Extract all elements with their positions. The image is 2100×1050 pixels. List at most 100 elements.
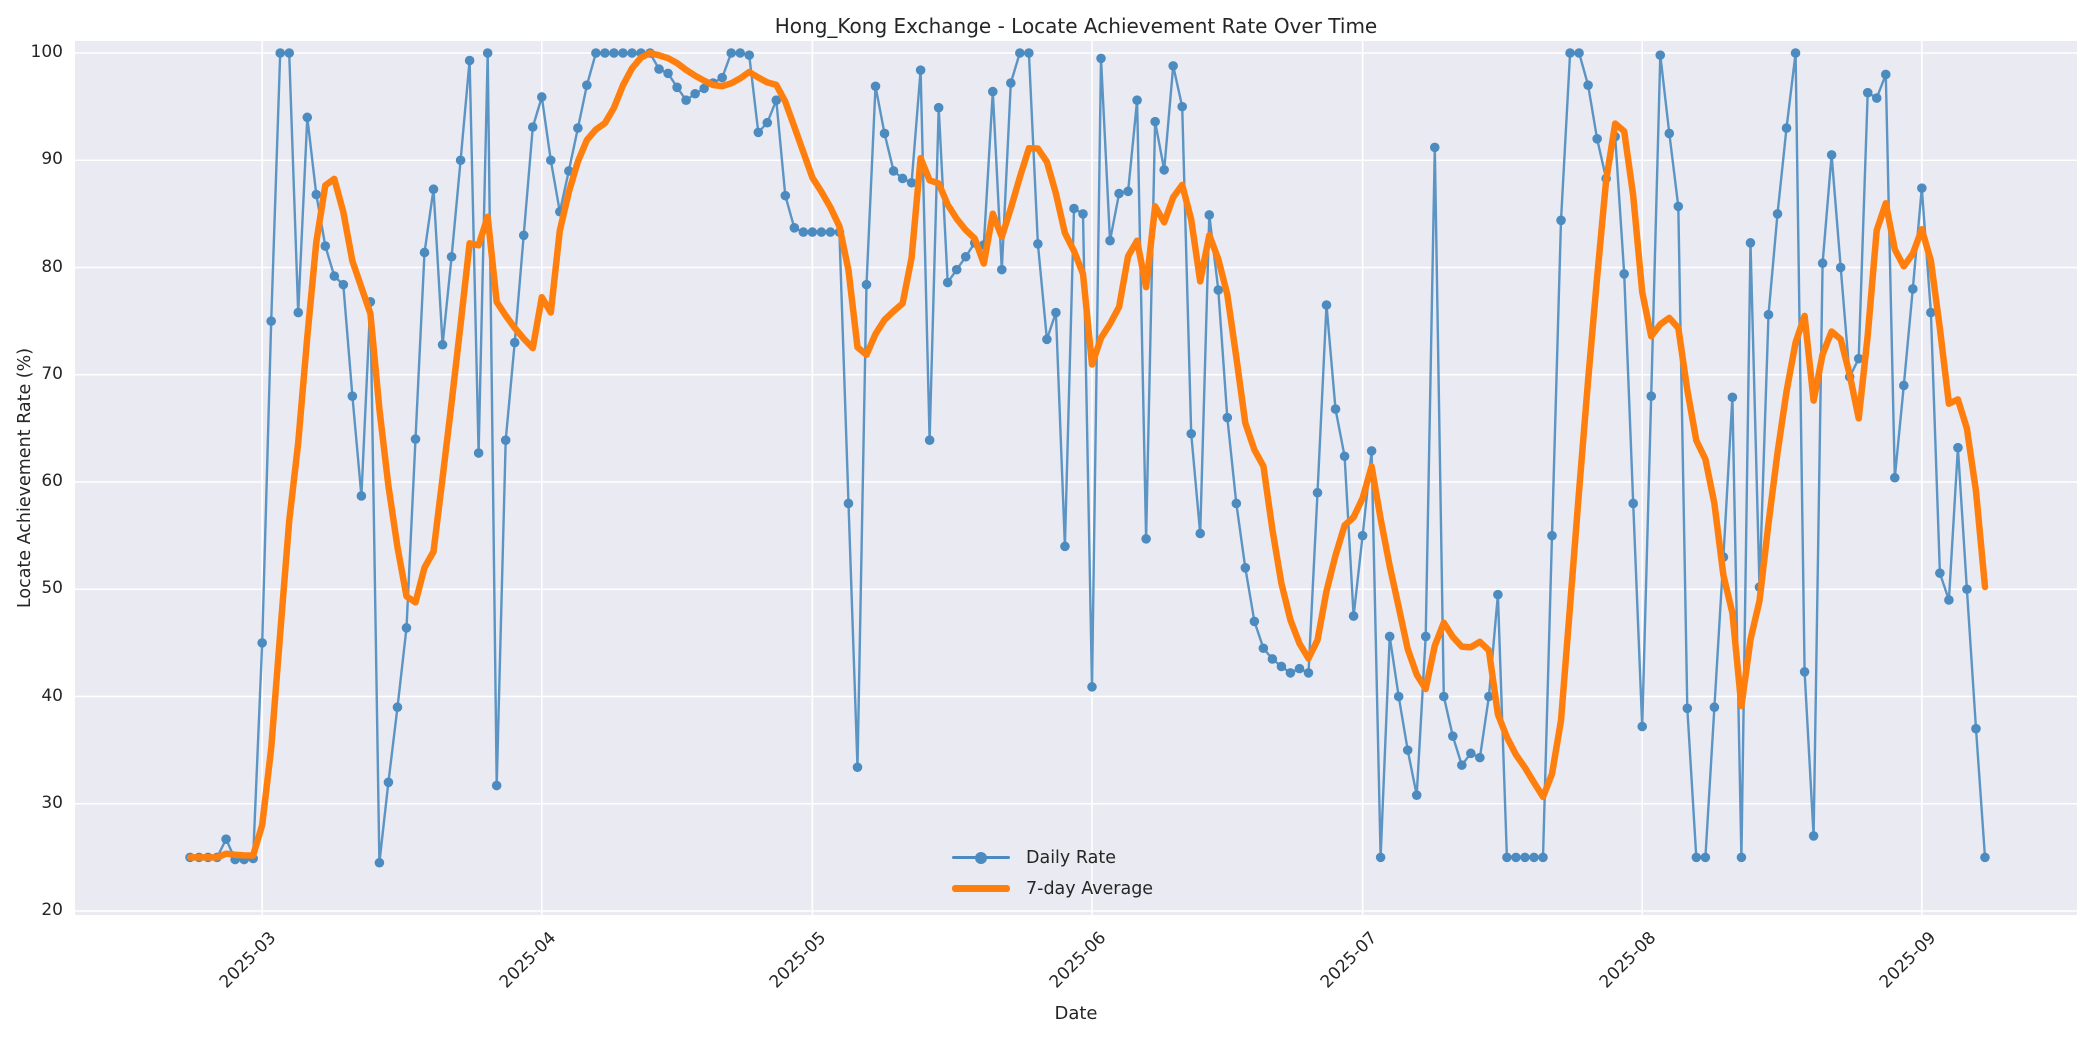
daily-rate-marker (302, 112, 313, 123)
daily-rate-marker (1953, 442, 1963, 453)
y-tick-label: 60 (41, 471, 63, 491)
daily-rate-marker (1366, 446, 1377, 456)
daily-rate-marker (1294, 663, 1305, 674)
daily-rate-marker (987, 86, 998, 97)
daily-rate-marker (861, 279, 872, 290)
daily-rate-marker (816, 227, 827, 237)
daily-rate-marker (1375, 852, 1386, 863)
daily-rate-marker (780, 190, 791, 201)
daily-rate-marker (1871, 93, 1882, 103)
daily-rate-marker (1745, 238, 1756, 248)
daily-rate-marker (1249, 616, 1260, 627)
y-tick-label: 70 (41, 363, 63, 384)
daily-rate-marker (1853, 353, 1864, 364)
daily-rate-marker (1114, 188, 1124, 199)
daily-rate-marker (663, 68, 673, 79)
daily-rate-line (190, 51, 1987, 864)
daily-rate-marker (1772, 209, 1783, 219)
daily-rate-marker (627, 48, 637, 58)
daily-rate-marker (906, 177, 917, 188)
daily-rate-marker (347, 391, 358, 402)
daily-rate-marker (1511, 852, 1521, 863)
avg-line-icon (952, 885, 1010, 892)
daily-rate-marker (275, 48, 285, 58)
legend-label-daily: Daily Rate (1026, 847, 1116, 868)
x-tick-label: 2025-07 (1316, 928, 1381, 993)
daily-rate-marker (383, 777, 394, 788)
daily-rate-marker (1619, 269, 1629, 279)
y-tick-label: 20 (41, 900, 63, 920)
y-tick-label: 50 (41, 578, 63, 599)
daily-rate-marker (1213, 285, 1224, 295)
daily-rate-marker (1682, 703, 1693, 714)
daily-rate-marker (672, 82, 682, 93)
daily-rate-marker (1411, 790, 1422, 800)
daily-rate-marker (1817, 258, 1828, 269)
daily-rate-marker (473, 448, 484, 458)
daily-rate-marker (401, 623, 412, 633)
daily-rate-marker (933, 102, 944, 113)
legend-item-daily: Daily Rate (952, 842, 1153, 873)
daily-rate-marker (825, 227, 836, 237)
daily-rate-marker (464, 55, 475, 66)
daily-rate-marker (735, 48, 746, 58)
daily-rate-marker (546, 155, 556, 166)
chart-canvas (75, 41, 2077, 915)
daily-rate-marker (1105, 235, 1115, 246)
daily-rate-marker (1709, 702, 1720, 713)
daily-rate-marker (960, 251, 971, 262)
daily-rate-marker (1583, 80, 1593, 90)
daily-rate-marker (1826, 150, 1837, 160)
daily-rate-marker (609, 48, 619, 58)
daily-rate-marker (1267, 654, 1278, 664)
daily-rate-marker (771, 95, 782, 105)
daily-rate-marker (527, 122, 538, 132)
daily-rate-marker (500, 435, 511, 445)
daily-rate-line-icon (952, 851, 1010, 864)
daily-rate-marker (924, 435, 935, 445)
daily-rate-marker (1529, 852, 1539, 863)
daily-rate-marker (1691, 852, 1702, 863)
daily-rate-marker (1790, 48, 1801, 58)
daily-rate-marker (744, 50, 755, 60)
daily-rate-marker (1980, 852, 1990, 863)
daily-rate-marker (789, 223, 800, 233)
daily-rate-marker (1763, 309, 1774, 320)
daily-rate-marker (1727, 392, 1738, 403)
daily-rate-marker (600, 48, 610, 58)
x-tick-label: 2025-08 (1596, 928, 1661, 993)
daily-rate-marker (1231, 498, 1242, 509)
daily-rate-marker (356, 491, 367, 501)
daily-rate-marker (1087, 682, 1097, 692)
daily-rate-marker (997, 264, 1007, 275)
daily-rate-marker (897, 173, 908, 184)
y-tick-label: 80 (41, 256, 63, 277)
daily-rate-marker (1448, 731, 1458, 741)
daily-rate-marker (1547, 530, 1557, 541)
daily-rate-marker (419, 247, 430, 258)
daily-rate-marker (1962, 584, 1972, 595)
daily-rate-marker (951, 264, 962, 275)
daily-rate-marker (1493, 589, 1503, 600)
daily-rate-marker (1132, 95, 1142, 105)
daily-rate-marker (1565, 48, 1575, 58)
daily-rate-marker (536, 92, 547, 102)
daily-rate-marker (1700, 852, 1711, 863)
daily-rate-marker (1781, 123, 1792, 133)
daily-rate-marker (1664, 128, 1675, 139)
daily-rate-marker (690, 88, 700, 99)
y-tick-label: 30 (41, 792, 63, 813)
daily-rate-marker (879, 128, 890, 139)
daily-rate-marker (1276, 661, 1287, 672)
daily-rate-marker (1159, 165, 1169, 175)
daily-rate-marker (491, 780, 502, 791)
daily-rate-marker (681, 95, 691, 105)
daily-rate-marker (942, 277, 953, 288)
y-tick-label: 90 (41, 149, 63, 170)
daily-rate-marker (293, 307, 304, 318)
daily-rate-marker (1880, 69, 1891, 80)
daily-rate-marker (1186, 428, 1197, 439)
daily-rate-marker (1971, 723, 1981, 734)
daily-rate-marker (726, 48, 736, 58)
